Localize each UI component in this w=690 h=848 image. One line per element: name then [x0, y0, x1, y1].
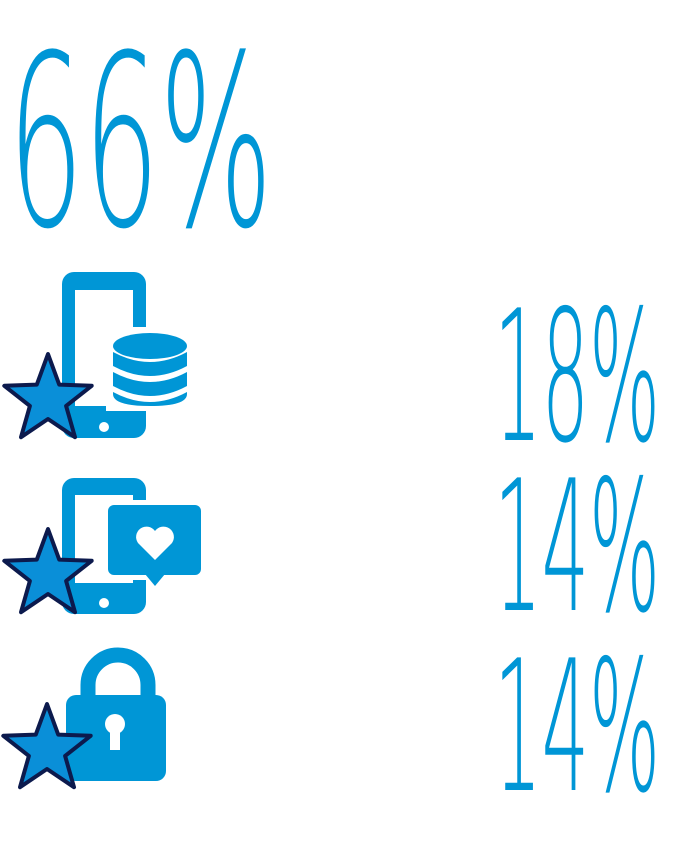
padlock-icon	[1, 647, 166, 790]
phone-database-icon	[2, 272, 192, 440]
item-percent: 14%	[494, 441, 660, 653]
item-percent: 14%	[494, 621, 660, 833]
headline-percent: 66%	[8, 5, 272, 282]
phone-heart-icon	[2, 478, 206, 615]
item-percent: 18%	[494, 271, 660, 483]
